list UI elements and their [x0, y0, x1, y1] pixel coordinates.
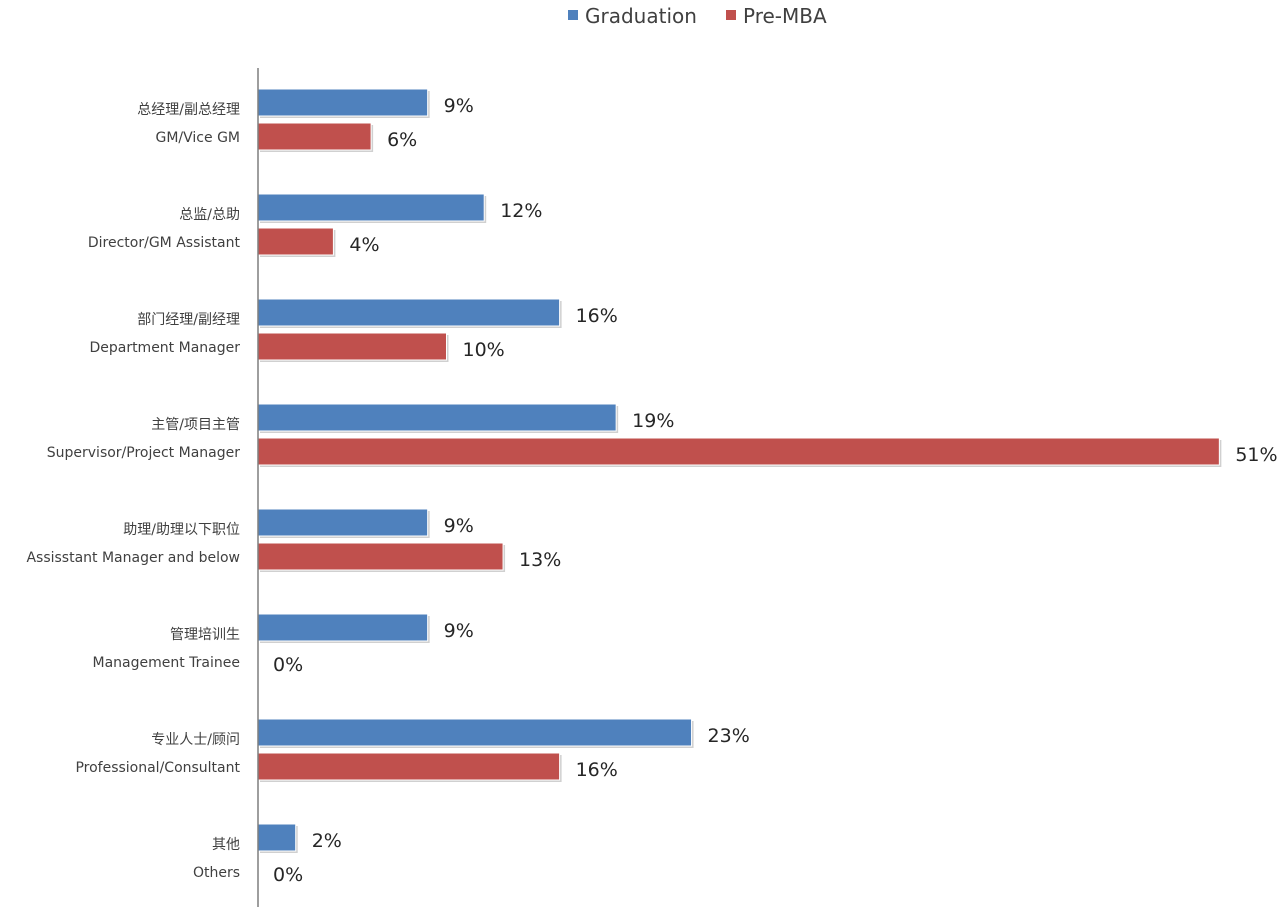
- value-label-pre-mba-7: 0%: [273, 864, 303, 886]
- value-label-graduation-1: 12%: [500, 200, 542, 222]
- bar-graduation-0: [257, 88, 429, 117]
- bar-pre-mba-6: [257, 752, 561, 781]
- value-label-pre-mba-2: 10%: [463, 339, 505, 361]
- bar-pre-mba-1: [257, 227, 334, 256]
- category-label-cn-4: 助理/助理以下职位: [123, 522, 240, 538]
- value-label-pre-mba-4: 13%: [519, 549, 561, 571]
- category-label-cn-6: 专业人士/顾问: [151, 732, 240, 748]
- legend-label-1: Pre-MBA: [743, 4, 827, 28]
- category-label-en-3: Supervisor/Project Manager: [47, 445, 240, 461]
- category-label-en-4: Assisstant Manager and below: [26, 550, 240, 566]
- category-label-en-6: Professional/Consultant: [75, 760, 240, 776]
- category-labels: 总经理/副总经理 GM/Vice GM 总监/总助 Director/GM Assis…: [26, 102, 240, 881]
- bar-graduation-6: [257, 718, 693, 747]
- bar-graduation-3: [257, 403, 617, 432]
- legend: Graduation Pre-MBA: [568, 4, 827, 28]
- value-label-pre-mba-6: 16%: [576, 759, 618, 781]
- legend-label-0: Graduation: [585, 4, 697, 28]
- category-label-cn-1: 总监/总助: [179, 207, 240, 223]
- bar-graduation-7: [257, 823, 297, 852]
- bar-pre-mba-3: [257, 437, 1220, 466]
- category-label-en-0: GM/Vice GM: [156, 130, 241, 146]
- category-label-en-1: Director/GM Assistant: [88, 235, 241, 251]
- bar-pre-mba-4: [257, 542, 504, 571]
- bar-graduation-2: [257, 298, 561, 327]
- value-label-pre-mba-5: 0%: [273, 654, 303, 676]
- value-label-pre-mba-3: 51%: [1235, 444, 1277, 466]
- value-label-graduation-6: 23%: [708, 725, 750, 747]
- bar-graduation-1: [257, 193, 485, 222]
- category-label-en-2: Department Manager: [89, 340, 240, 356]
- value-label-graduation-4: 9%: [444, 515, 474, 537]
- bar-graduation-4: [257, 508, 429, 537]
- legend-swatch-0: [568, 10, 578, 20]
- value-label-graduation-0: 9%: [444, 95, 474, 117]
- bar-pre-mba-2: [257, 332, 447, 361]
- category-label-cn-3: 主管/项目主管: [151, 417, 240, 433]
- category-label-cn-7: 其他: [212, 837, 240, 853]
- bar-pre-mba-0: [257, 122, 372, 151]
- value-label-pre-mba-1: 4%: [349, 234, 379, 256]
- category-label-en-5: Management Trainee: [93, 655, 241, 671]
- category-label-cn-0: 总经理/副总经理: [137, 102, 240, 118]
- value-label-graduation-5: 9%: [444, 620, 474, 642]
- value-label-graduation-7: 2%: [312, 830, 342, 852]
- value-label-graduation-3: 19%: [632, 410, 674, 432]
- value-label-graduation-2: 16%: [576, 305, 618, 327]
- legend-swatch-1: [726, 10, 736, 20]
- bars: [257, 88, 1222, 853]
- bar-graduation-5: [257, 613, 429, 642]
- value-label-pre-mba-0: 6%: [387, 129, 417, 151]
- category-label-cn-2: 部门经理/副经理: [137, 312, 240, 328]
- category-label-en-7: Others: [193, 865, 240, 881]
- category-label-cn-5: 管理培训生: [170, 627, 240, 643]
- value-labels: 9% 6% 12% 4% 16% 10% 19% 51% 9% 13% 9% 0% 23% 16% 2% 0%: [273, 95, 1278, 886]
